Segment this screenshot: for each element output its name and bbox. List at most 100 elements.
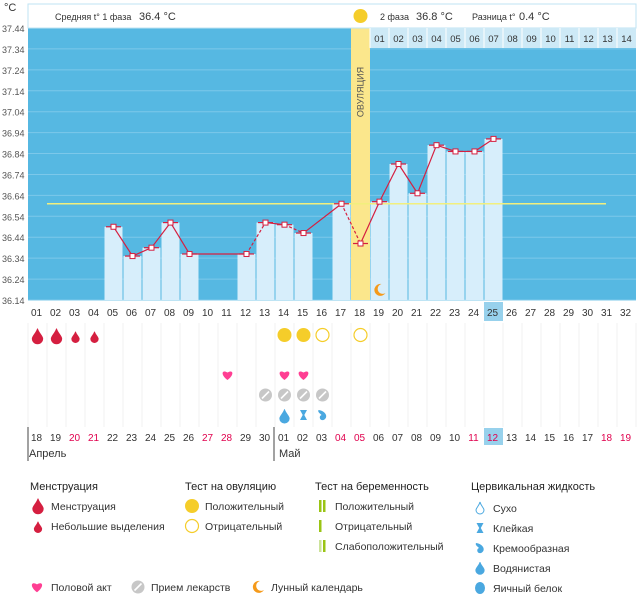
temp-bar	[389, 164, 408, 300]
cycle-day-label: 29	[563, 308, 575, 319]
legend-ovulation-positive-icon	[185, 499, 199, 513]
post-ovulation-day: 08	[507, 34, 518, 45]
cycle-day-label: 09	[183, 308, 195, 319]
y-tick-label: 36.34	[2, 254, 25, 264]
date-label: 18	[601, 433, 613, 444]
today-marker	[484, 302, 503, 321]
temp-line-segment	[397, 163, 419, 194]
medication-pill-icon-slash	[299, 390, 308, 400]
legend-ovulation-title: Тест на овуляцию	[185, 481, 276, 493]
menstruation-drop-icon	[50, 328, 63, 345]
post-ovulation-day: 04	[431, 34, 442, 45]
cycle-day-label: 26	[506, 308, 518, 319]
date-label: 18	[31, 433, 43, 444]
legend-cervical-item: Водянистая	[493, 563, 551, 575]
cycle-day-label: 02	[50, 308, 62, 319]
cycle-day-label: 28	[544, 308, 556, 319]
date-label: 29	[240, 433, 252, 444]
legend-spotting-drop-icon	[33, 521, 43, 534]
date-label: 25	[164, 433, 176, 444]
legend-pregnancy-bar-icon	[319, 540, 322, 552]
temp-point[interactable]	[129, 253, 136, 260]
y-tick-label: 36.54	[2, 212, 25, 222]
temp-point[interactable]	[243, 250, 250, 257]
temp-point[interactable]	[262, 219, 269, 226]
diff-label: Разница t°	[472, 12, 516, 22]
y-tick-label: 36.64	[2, 191, 25, 201]
cycle-day-label: 05	[107, 308, 119, 319]
temp-bar	[465, 151, 484, 300]
ovulation-sun-icon	[353, 9, 368, 23]
legend-pregnancy-bar-icon	[323, 500, 326, 512]
temp-point[interactable]	[376, 198, 383, 205]
temp-point[interactable]	[281, 221, 288, 228]
cycle-day-label: 14	[278, 308, 290, 319]
date-label: 27	[202, 433, 214, 444]
temp-point[interactable]	[186, 250, 193, 257]
cycle-day-label: 32	[620, 308, 632, 319]
temp-bar	[180, 253, 199, 300]
post-ovulation-day: 12	[583, 34, 594, 45]
temp-point[interactable]	[490, 135, 497, 142]
post-ovulation-day: 11	[565, 34, 575, 45]
date-label: 04	[335, 433, 347, 444]
temp-point[interactable]	[148, 244, 155, 251]
temp-point[interactable]	[110, 223, 117, 230]
post-ovulation-day: 07	[488, 34, 499, 45]
temp-point[interactable]	[300, 230, 307, 237]
month-label-april: Апрель	[29, 448, 67, 460]
ovulation-test-negative-icon	[315, 327, 330, 343]
temp-bar	[104, 226, 123, 300]
cycle-day-label: 30	[582, 308, 594, 319]
temp-point[interactable]	[414, 190, 421, 197]
temp-point[interactable]	[452, 148, 459, 155]
cycle-day-label: 21	[411, 308, 423, 319]
temp-point[interactable]	[357, 240, 364, 247]
y-tick-label: 37.24	[2, 66, 25, 76]
temp-bar	[446, 151, 465, 300]
temp-line-segment	[303, 203, 342, 234]
legend-pregnancy-bar-icon	[319, 520, 322, 532]
creamy-mucus-icon	[318, 410, 327, 421]
date-label: 01	[278, 433, 290, 444]
date-label: 10	[449, 433, 461, 444]
legend-pregnancy-item: Положительный	[335, 501, 414, 513]
cycle-day-label: 20	[392, 308, 404, 319]
date-label: 23	[126, 433, 138, 444]
temp-point[interactable]	[395, 161, 402, 167]
legend-bottom-item: Лунный календарь	[271, 582, 363, 594]
date-label: 28	[221, 433, 233, 444]
temp-point[interactable]	[433, 142, 440, 149]
y-tick-label: 36.44	[2, 233, 25, 243]
date-label: 03	[316, 433, 328, 444]
sticky-mucus-icon	[300, 410, 307, 420]
temp-line-segment	[359, 201, 381, 244]
legend-pregnancy-item: Слабоположительный	[335, 541, 444, 553]
temp-bar	[256, 222, 275, 300]
date-label: 14	[525, 433, 537, 444]
post-ovulation-day: 09	[526, 34, 537, 45]
cycle-day-label: 24	[468, 308, 480, 319]
temp-bar	[294, 233, 313, 300]
y-tick-label: 37.34	[2, 45, 25, 55]
legend-menstruation-drop-icon	[32, 498, 44, 515]
temp-point[interactable]	[167, 219, 174, 226]
date-label: 22	[107, 433, 119, 444]
temp-point[interactable]	[338, 200, 345, 207]
legend-bottom-item: Половой акт	[51, 582, 112, 594]
ovulation-test-positive-icon	[277, 328, 292, 342]
temp-point[interactable]	[471, 148, 478, 155]
date-label: 02	[297, 433, 309, 444]
temp-line-segment	[112, 226, 134, 257]
legend-menstruation-item: Менструация	[51, 501, 116, 513]
legend-menstruation-item: Небольшие выделения	[51, 521, 165, 533]
legend-ovulation-item: Отрицательный	[205, 521, 282, 533]
ovulation-label: ОВУЛЯЦИЯ	[356, 67, 366, 117]
y-tick-label: 37.14	[2, 87, 25, 97]
date-label: 13	[506, 433, 518, 444]
intercourse-heart-icon	[279, 371, 290, 380]
temp-bar	[332, 203, 351, 300]
temp-bar	[142, 247, 161, 300]
post-ovulation-day: 10	[545, 34, 556, 45]
cycle-day-label: 23	[449, 308, 461, 319]
